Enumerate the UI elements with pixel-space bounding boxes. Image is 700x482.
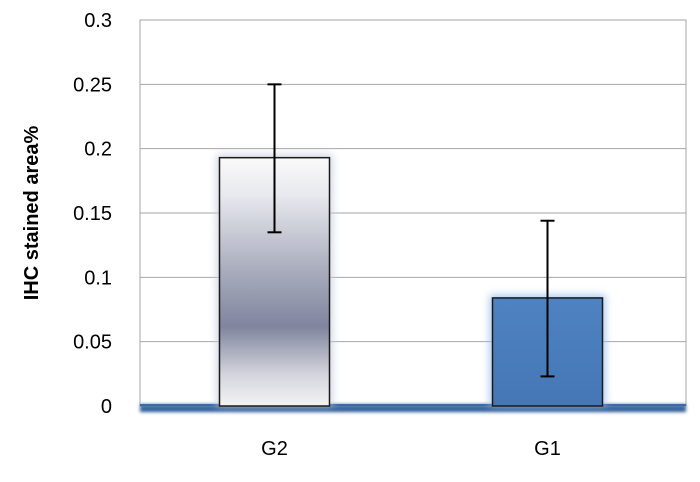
y-tick-label: 0.3 (84, 10, 112, 32)
y-tick-label: 0.25 (73, 74, 112, 96)
y-tick-label: 0.05 (73, 332, 112, 354)
chart-floor (140, 404, 686, 412)
y-tick-label: 0.1 (84, 267, 112, 289)
y-tick-label: 0.2 (84, 139, 112, 161)
y-tick-label: 0 (101, 396, 112, 418)
x-tick-label: G2 (261, 438, 288, 460)
x-tick-label: G1 (534, 438, 561, 460)
y-axis-label: IHC stained area% (21, 126, 43, 301)
y-tick-label: 0.15 (73, 203, 112, 225)
